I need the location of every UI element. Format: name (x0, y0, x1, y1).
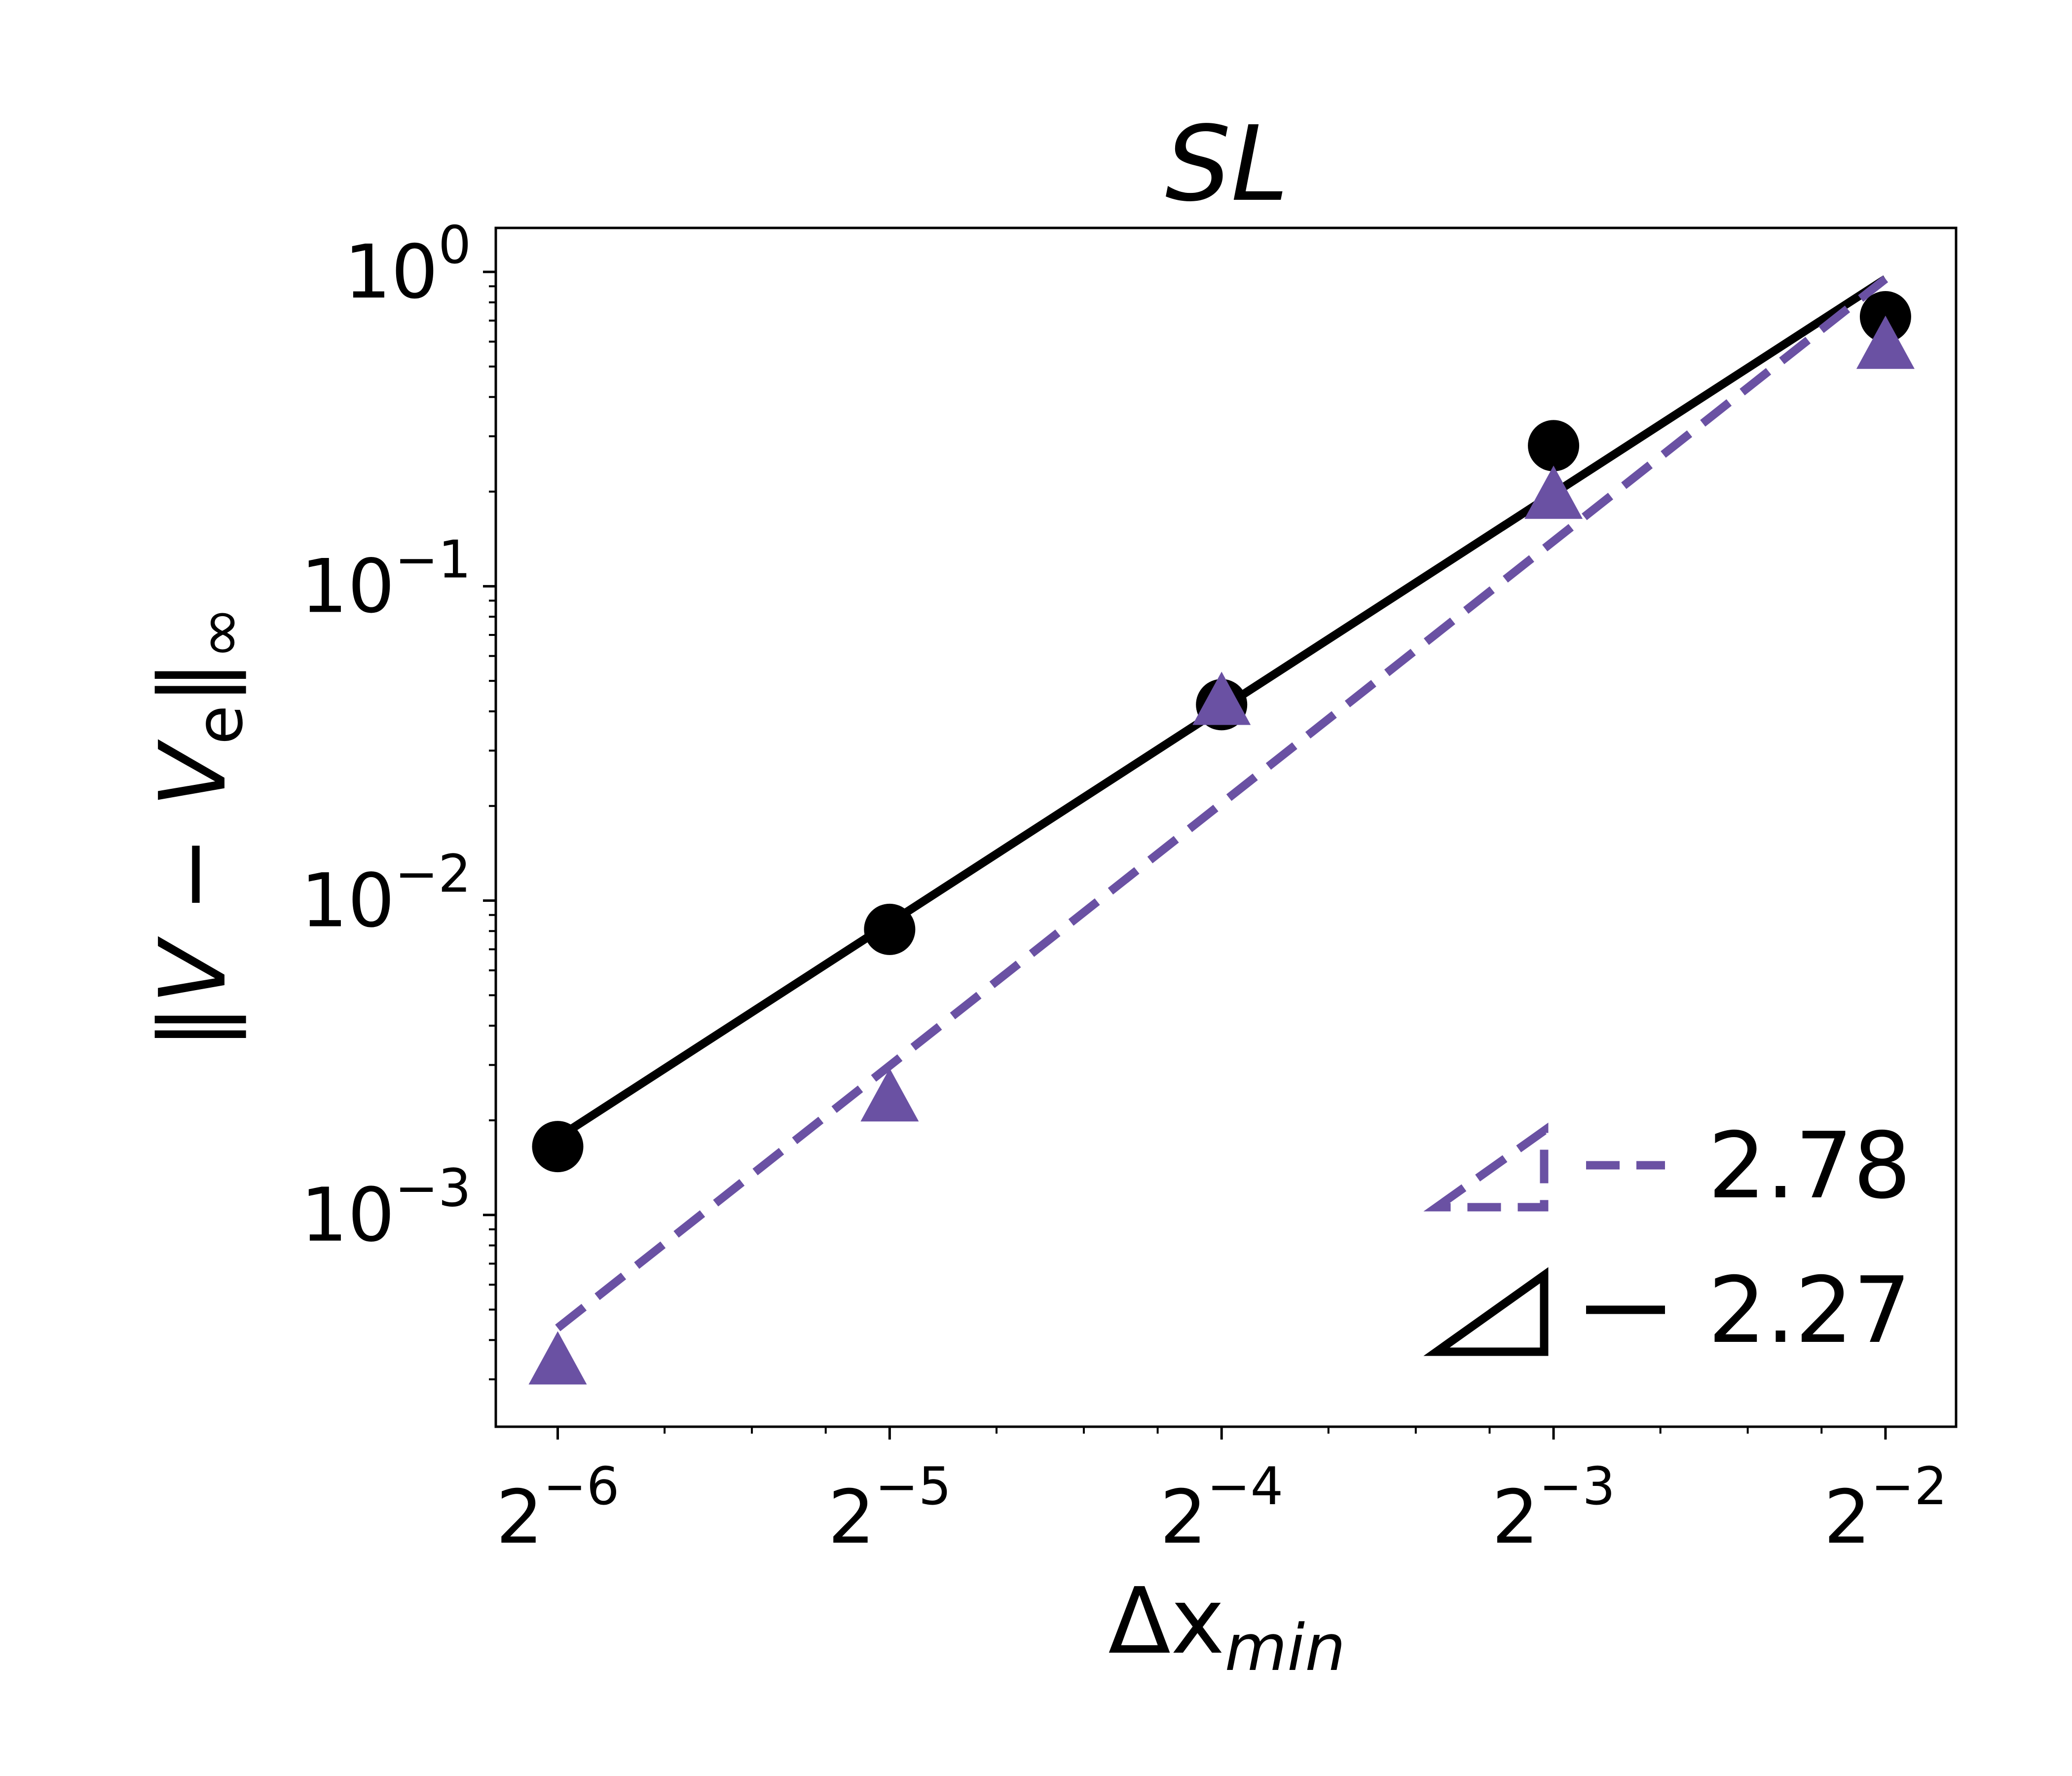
data-point-purple (1856, 315, 1915, 369)
x-axis-label: Δxmin (1108, 1568, 1345, 1685)
legend: 2.78 2.27 (1423, 1112, 1911, 1364)
data-point-black (864, 903, 916, 955)
data-point-purple (860, 1068, 919, 1122)
data-point-purple (1524, 465, 1583, 519)
chart-title: SL (1165, 104, 1289, 224)
x-tick-label: 2−4 (1160, 1456, 1283, 1560)
y-axis-label: ‖V − Ve‖∞ (140, 606, 257, 1049)
x-tick-label: 2−3 (1492, 1456, 1615, 1560)
x-tick-label: 2−6 (496, 1456, 619, 1560)
plot-frame (494, 226, 1958, 1428)
x-tick-label: 2−5 (828, 1456, 951, 1560)
y-tick-label: 10−1 (300, 529, 471, 629)
legend-label-black: 2.27 (1708, 1257, 1911, 1364)
legend-slope-triangle-black (1423, 1267, 1549, 1356)
legend-label-purple: 2.78 (1708, 1112, 1911, 1219)
data-point-purple (528, 1331, 587, 1385)
data-point-purple (1192, 671, 1251, 725)
data-point-black (532, 1121, 584, 1173)
y-tick-label: 10−3 (300, 1158, 471, 1258)
x-tick-label: 2−2 (1824, 1456, 1947, 1560)
fit-line-purple (555, 275, 1888, 1332)
y-tick-label: 10−2 (300, 844, 471, 944)
y-tick-label: 100 (344, 215, 471, 315)
data-point-black (1528, 420, 1580, 472)
legend-slope-triangle-purple (1423, 1122, 1549, 1212)
